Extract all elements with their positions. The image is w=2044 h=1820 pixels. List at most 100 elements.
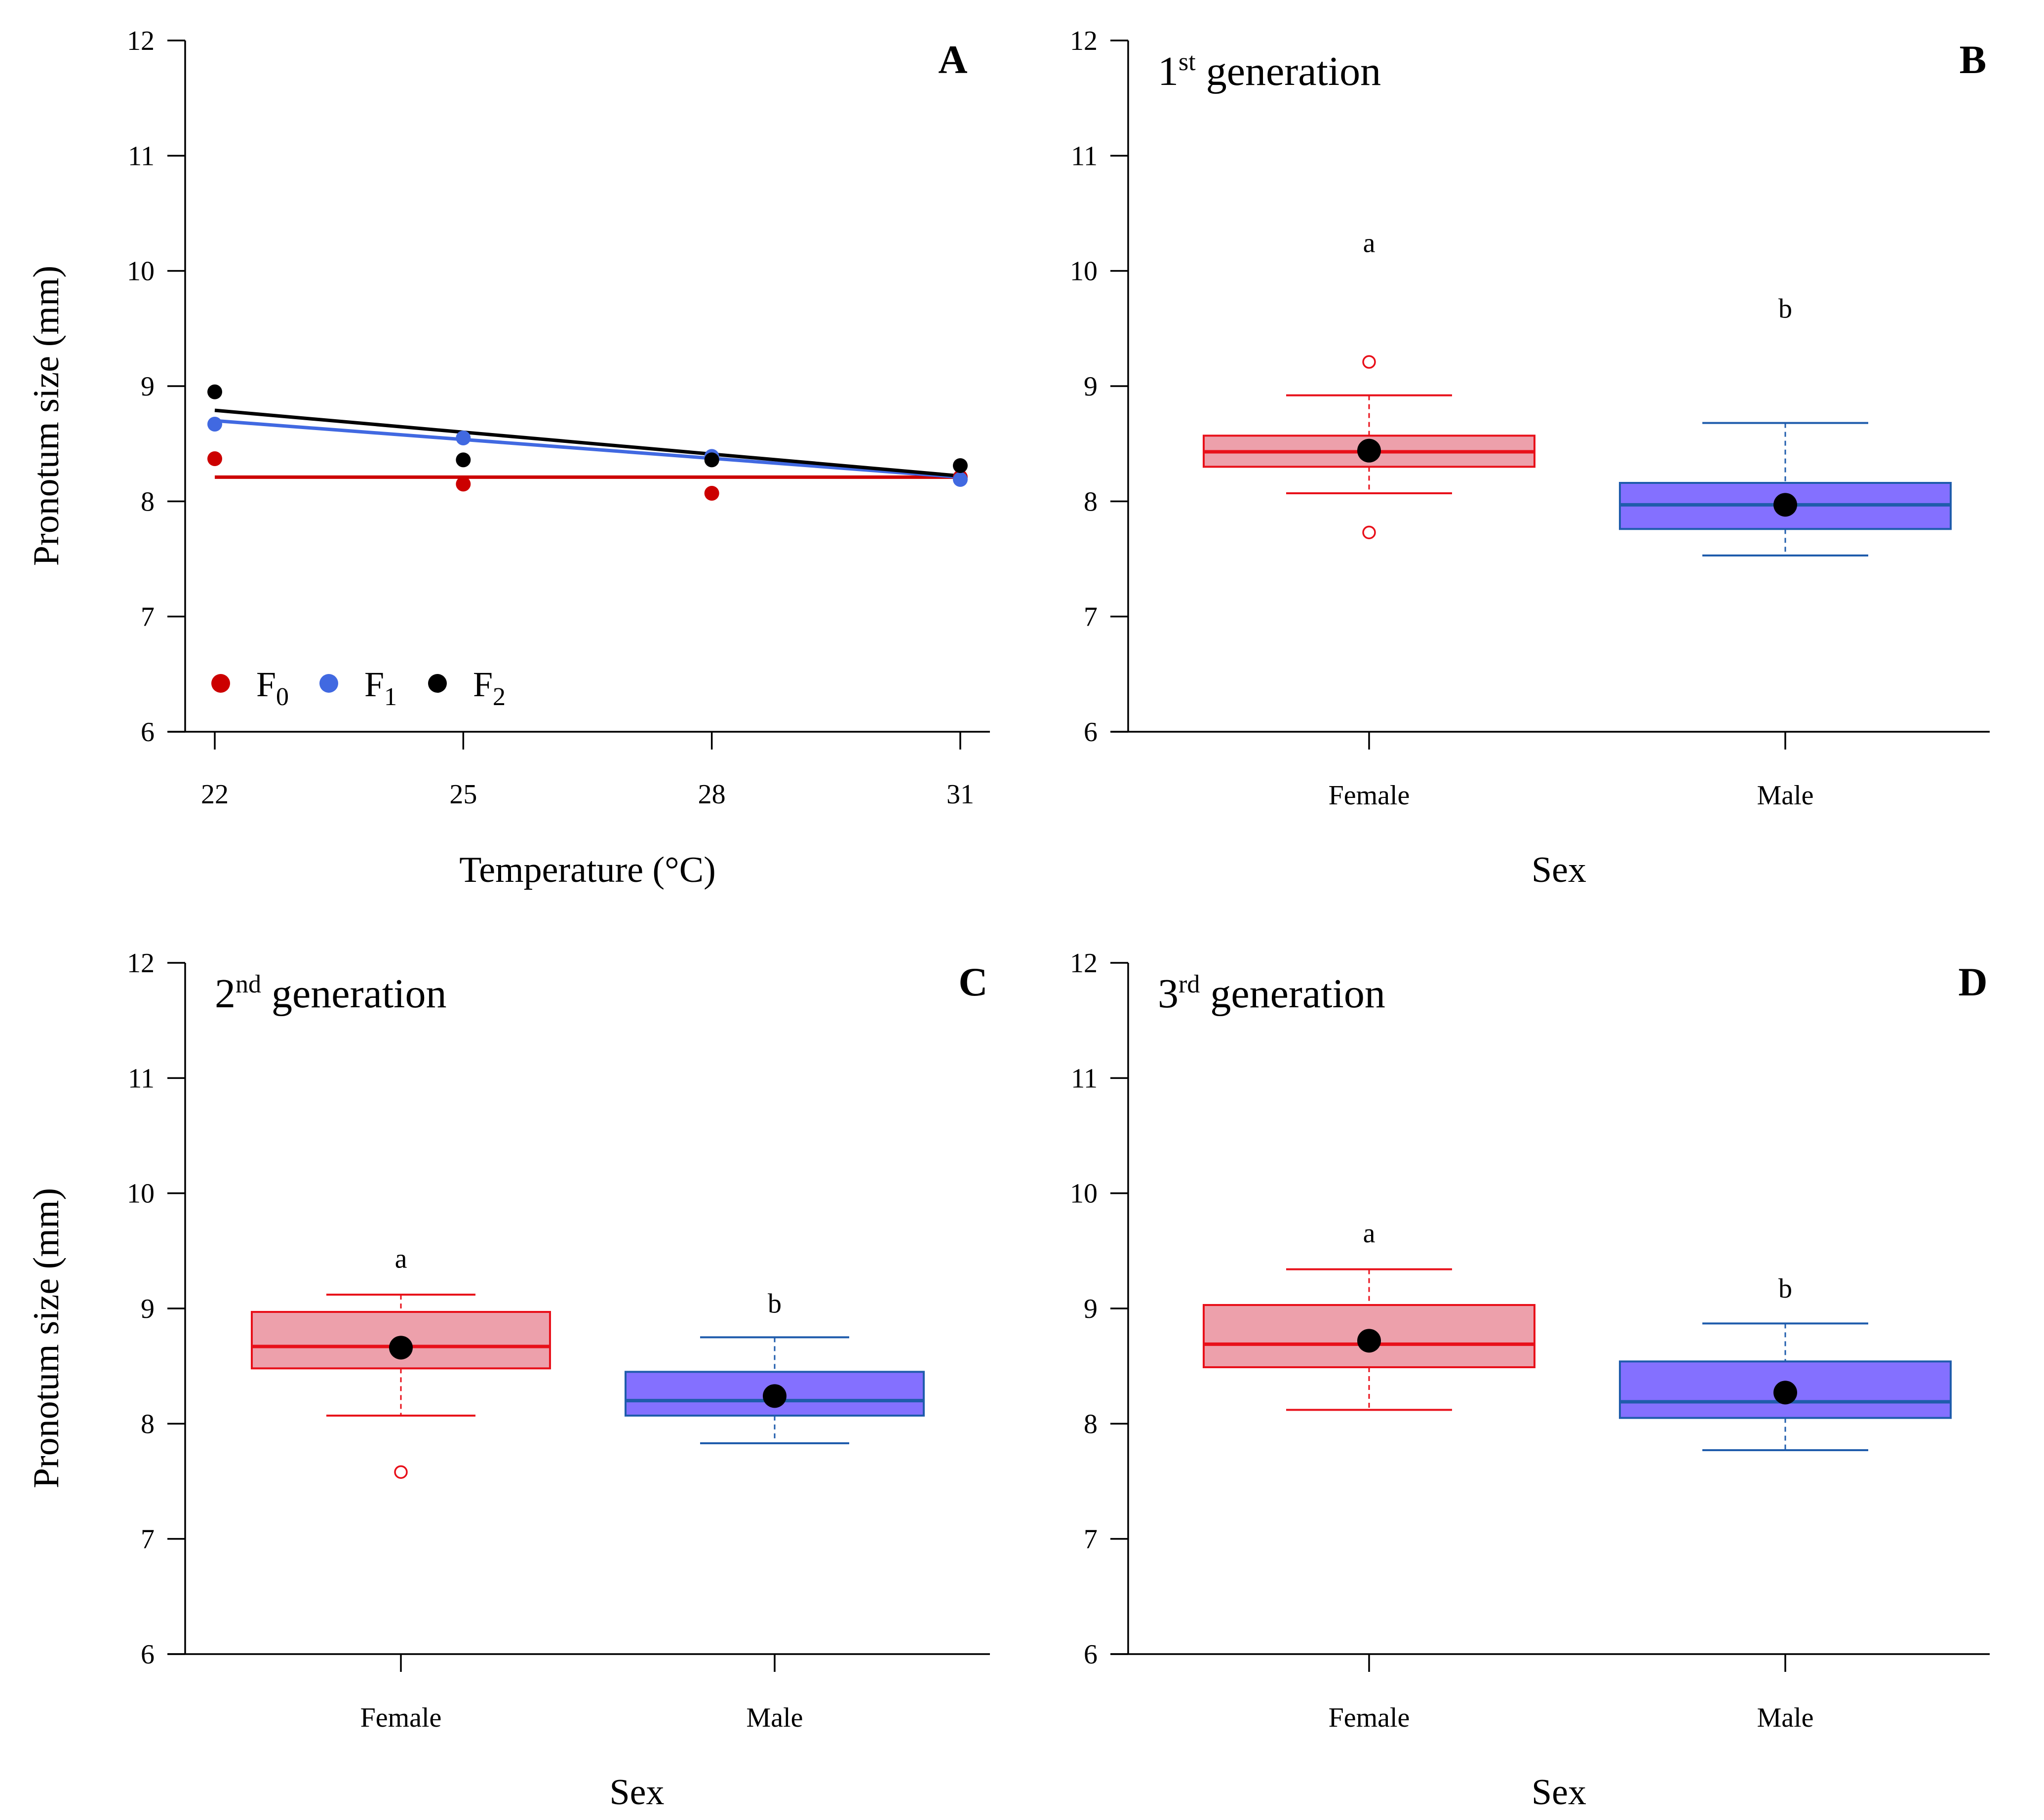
y-tick-label-B: 12 (1070, 26, 1098, 56)
box-B-male: Male b (1619, 293, 1952, 811)
significance-letter: a (1363, 1218, 1376, 1249)
y-tick-label-D: 10 (1070, 1179, 1098, 1209)
legend-marker-F0 (211, 674, 230, 693)
generation-title-superscript: st (1179, 48, 1196, 76)
box-C-male: Male b (625, 1288, 925, 1733)
legend-label-F2: F2 (473, 665, 506, 711)
point-F2 (207, 384, 222, 399)
legend-label-sub: 2 (493, 683, 506, 711)
y-tick-label-A: 12 (127, 26, 155, 56)
significance-letter: a (395, 1243, 407, 1274)
y-tick-label-C: 11 (128, 1063, 155, 1094)
y-axis-title-A: Pronotum size (mm) (26, 266, 67, 566)
point-F2 (704, 452, 719, 468)
box-D-female: Female a (1203, 1218, 1535, 1733)
point-F0 (456, 476, 471, 492)
x-tick-label-C: Male (746, 1702, 803, 1733)
legend-label-sub: 1 (384, 683, 397, 711)
y-tick-label-C: 12 (127, 948, 155, 979)
point-F0 (704, 486, 719, 501)
generation-title-number: 3 (1158, 971, 1179, 1017)
fit-line-F2 (214, 408, 961, 478)
generation-title-number: 2 (215, 971, 236, 1017)
y-tick-label-D: 6 (1084, 1639, 1098, 1670)
y-tick-label-B: 9 (1084, 371, 1098, 402)
x-tick-label-A: 25 (449, 779, 477, 810)
outlier-point (394, 1465, 408, 1479)
mean-point (763, 1384, 786, 1408)
box-B-female: Female a (1203, 228, 1535, 811)
y-tick-label-B: 11 (1071, 141, 1098, 171)
legend-marker-F1 (319, 674, 338, 693)
y-tick-label-A: 9 (141, 371, 155, 402)
significance-letter: b (1778, 293, 1792, 324)
mean-point (1773, 493, 1797, 517)
point-F0 (207, 451, 222, 466)
x-axis-title-A: Temperature (°C) (459, 850, 716, 890)
generation-title-number: 1 (1158, 48, 1179, 94)
y-tick-label-C: 6 (141, 1639, 155, 1670)
y-axis-title-C: Pronotum size (mm) (26, 1188, 67, 1488)
y-tick-label-C: 10 (127, 1179, 155, 1209)
y-tick-label-D: 12 (1070, 948, 1098, 979)
x-axis-title-D: Sex (1532, 1772, 1586, 1813)
x-tick-label-A: 31 (946, 779, 974, 810)
mean-point (1357, 1329, 1381, 1353)
panel-letter-D: D (1958, 959, 1987, 1004)
y-tick-label-B: 7 (1084, 602, 1098, 633)
panel-letter-C: C (958, 959, 987, 1004)
significance-letter: b (768, 1288, 782, 1319)
x-tick-label-D: Male (1757, 1702, 1813, 1733)
y-tick-label-D: 8 (1084, 1409, 1098, 1439)
generation-title-C: 2nd generation (215, 970, 447, 1017)
generation-title-superscript: rd (1179, 970, 1200, 998)
y-tick-label-B: 10 (1070, 256, 1098, 287)
x-axis-title-B: Sex (1532, 850, 1586, 890)
generation-title-superscript: nd (236, 970, 261, 998)
legend-label-main: F (256, 665, 276, 704)
y-tick-label-C: 8 (141, 1409, 155, 1439)
legend-label-sub: 0 (276, 683, 289, 711)
panel-letter-A: A (938, 37, 967, 82)
significance-letter: a (1363, 228, 1376, 258)
generation-title-B: 1st generation (1158, 48, 1381, 94)
y-tick-label-D: 9 (1084, 1294, 1098, 1324)
point-F2 (456, 452, 471, 468)
legend-label-main: F (364, 665, 384, 704)
y-tick-label-C: 7 (141, 1524, 155, 1555)
generation-title-rest: generation (1200, 971, 1385, 1017)
y-tick-label-A: 6 (141, 717, 155, 748)
x-tick-label-A: 22 (201, 779, 229, 810)
point-F1 (207, 417, 222, 432)
legend-label-F1: F1 (364, 665, 397, 711)
legend-marker-F2 (428, 674, 447, 693)
x-axis-title-C: Sex (610, 1772, 665, 1813)
y-tick-label-D: 7 (1084, 1524, 1098, 1555)
y-tick-label-A: 8 (141, 486, 155, 517)
x-tick-label-A: 28 (698, 779, 726, 810)
x-tick-label-B: Female (1329, 780, 1410, 811)
fit-line-F1 (214, 419, 961, 479)
outlier-point (1362, 355, 1376, 369)
point-F2 (953, 458, 968, 473)
legend-label-main: F (473, 665, 493, 704)
mean-point (1773, 1381, 1797, 1405)
mean-point (389, 1336, 413, 1360)
mean-point (1357, 438, 1381, 463)
y-tick-label-B: 6 (1084, 717, 1098, 748)
y-tick-label-B: 8 (1084, 486, 1098, 517)
y-tick-label-A: 7 (141, 602, 155, 633)
y-tick-label-A: 11 (128, 141, 155, 171)
point-F1 (456, 431, 471, 445)
y-tick-label-D: 11 (1071, 1063, 1098, 1094)
box-D-male: Male b (1619, 1273, 1952, 1733)
y-tick-label-C: 9 (141, 1294, 155, 1324)
significance-letter: b (1778, 1273, 1792, 1304)
generation-title-D: 3rd generation (1158, 970, 1385, 1017)
generation-title-rest: generation (1196, 48, 1381, 94)
x-tick-label-C: Female (360, 1702, 442, 1733)
x-tick-label-B: Male (1757, 780, 1813, 811)
outlier-point (1362, 525, 1376, 540)
panel-letter-B: B (1960, 37, 1987, 82)
